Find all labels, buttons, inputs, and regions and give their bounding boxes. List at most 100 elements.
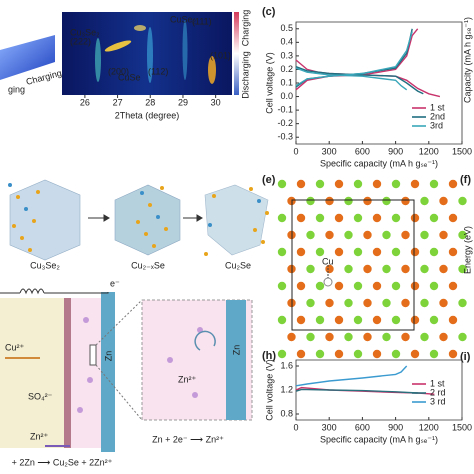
atom	[249, 187, 253, 191]
x-tick-label: 30	[211, 97, 221, 107]
atom	[32, 219, 36, 223]
atom	[28, 248, 32, 252]
atom	[334, 179, 344, 189]
atom	[296, 349, 306, 359]
data-line	[295, 365, 408, 387]
atom	[353, 179, 363, 189]
atom	[420, 230, 429, 240]
atom	[439, 298, 448, 308]
label: Energy (eV)	[462, 226, 472, 274]
panel-label: (h)	[262, 350, 276, 362]
atom	[212, 194, 216, 198]
atom	[296, 281, 306, 291]
y-tick-label: 0.5	[280, 23, 293, 33]
x-tick-label: 300	[322, 146, 337, 156]
label: Zn	[103, 351, 113, 362]
data-line	[295, 388, 418, 394]
atom	[306, 298, 315, 308]
peak-label: Cu₃Se₂	[70, 27, 100, 37]
x-tick-label: 1500	[452, 422, 472, 432]
peak-label: (101)	[210, 50, 231, 60]
x-tick-label: 29	[178, 97, 188, 107]
atom	[401, 196, 410, 206]
atom	[257, 199, 261, 203]
atom	[261, 240, 265, 244]
atom	[448, 247, 458, 257]
atom	[353, 349, 363, 359]
peak-label: CuSe₂	[170, 14, 197, 24]
surface-plot	[0, 35, 55, 80]
atom	[382, 332, 391, 342]
x-tick-label: 26	[80, 97, 90, 107]
label: SO₄²⁻	[28, 391, 53, 401]
battery-schematic	[0, 288, 253, 452]
x-tick-label: 300	[322, 422, 337, 432]
legend-label: 1 st	[430, 102, 445, 112]
atom	[420, 196, 429, 206]
atom	[372, 281, 382, 291]
atom	[429, 315, 439, 325]
atom	[458, 298, 467, 308]
atom	[448, 315, 458, 325]
atom	[140, 191, 144, 195]
atom	[372, 315, 382, 325]
atom	[136, 220, 140, 224]
atom	[363, 264, 372, 274]
y-axis-label: Cell voltage (V)	[264, 359, 274, 421]
atom	[334, 247, 344, 257]
atom	[277, 213, 287, 223]
label: + 2Zn ⟶ Cu₂Se + 2Zn²⁺	[12, 457, 113, 467]
label: Zn²⁺	[178, 374, 197, 384]
y-tick-label: 0.1	[280, 77, 293, 87]
atom	[353, 315, 363, 325]
atom	[363, 298, 372, 308]
label: Discharging	[240, 51, 250, 99]
x-tick-label: 600	[355, 422, 370, 432]
x-tick-label: 1500	[452, 146, 472, 156]
x-axis-label: Specific capacity (mA h gₛₑ⁻¹)	[320, 158, 438, 168]
atom	[448, 281, 458, 291]
y-tick-label: 0.0	[280, 91, 293, 101]
arrows	[88, 214, 203, 222]
atom	[325, 230, 334, 240]
label: Zn	[231, 345, 241, 356]
label: Zn²⁺	[30, 431, 49, 441]
unit-cell	[291, 199, 415, 331]
atom	[325, 298, 334, 308]
atom	[420, 298, 429, 308]
atom	[410, 179, 420, 189]
x-tick-label: 900	[388, 422, 403, 432]
atom	[429, 179, 439, 189]
atom	[439, 196, 448, 206]
atom	[204, 252, 208, 256]
atom	[410, 281, 420, 291]
x-tick-label: 1200	[419, 422, 439, 432]
atom	[353, 213, 363, 223]
atom	[265, 211, 269, 215]
atom	[344, 230, 353, 240]
peak-label: (222)	[70, 36, 91, 46]
label: Cu₂₋ₓSe	[131, 260, 165, 270]
label: (e)	[262, 174, 276, 186]
crystal-structures	[9, 179, 269, 261]
y-tick-label: 1.6	[280, 360, 293, 370]
atom	[12, 224, 16, 228]
atom	[277, 179, 287, 189]
label: Cu₃Se₂	[30, 260, 60, 270]
atom	[315, 281, 325, 291]
x-tick-label: 0	[293, 422, 298, 432]
x-tick-label: 600	[355, 146, 370, 156]
atom	[458, 230, 467, 240]
label: Cu	[322, 256, 334, 266]
atom	[296, 179, 306, 189]
atom	[410, 247, 420, 257]
atom	[439, 230, 448, 240]
atom	[334, 315, 344, 325]
atom	[344, 332, 353, 342]
y-axis-label: Cell voltage (V)	[264, 52, 274, 114]
x-tick-label: 0	[293, 146, 298, 156]
peak-label: CuSe	[118, 72, 141, 82]
atom	[253, 228, 257, 232]
atom	[344, 196, 353, 206]
atom	[372, 349, 382, 359]
